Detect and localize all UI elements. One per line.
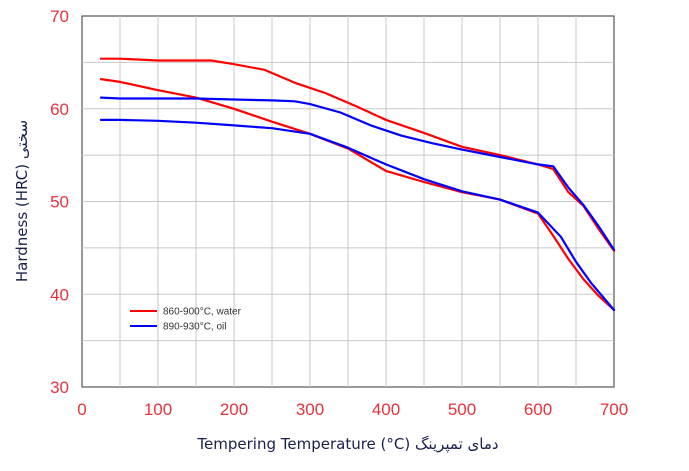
y-tick-label: 40 — [50, 285, 69, 304]
x-tick-label: 0 — [77, 400, 86, 419]
y-tick-label: 50 — [50, 193, 69, 212]
y-tick-label: 30 — [50, 378, 69, 397]
series-line-4 — [99, 118, 616, 312]
series-line-2 — [99, 77, 616, 312]
y-axis-title: Hardness (HRC) سختی — [13, 120, 31, 282]
x-tick-label: 500 — [448, 400, 476, 419]
legend-label-oil: 890-930°C, oil — [163, 322, 226, 333]
x-axis-ticks: 0 100 200 300 400 500 600 700 — [77, 400, 628, 419]
y-tick-label: 70 — [50, 7, 69, 26]
legend: 860-900°C, water 890-930°C, oil — [130, 307, 242, 333]
x-axis-title: Tempering Temperature (°C) دمای تمپرینگ — [196, 435, 498, 454]
x-tick-label: 600 — [524, 400, 552, 419]
y-axis-ticks: 30 40 50 60 70 — [50, 7, 69, 397]
x-tick-label: 400 — [372, 400, 400, 419]
x-tick-label: 100 — [144, 400, 172, 419]
x-tick-label: 700 — [600, 400, 628, 419]
gridlines — [82, 16, 614, 387]
x-tick-label: 300 — [296, 400, 324, 419]
series-line-1 — [99, 57, 616, 252]
series-lines — [99, 57, 616, 312]
legend-label-water: 860-900°C, water — [163, 307, 242, 318]
x-tick-label: 200 — [220, 400, 248, 419]
y-tick-label: 60 — [50, 100, 69, 119]
series-line-3 — [99, 96, 616, 251]
